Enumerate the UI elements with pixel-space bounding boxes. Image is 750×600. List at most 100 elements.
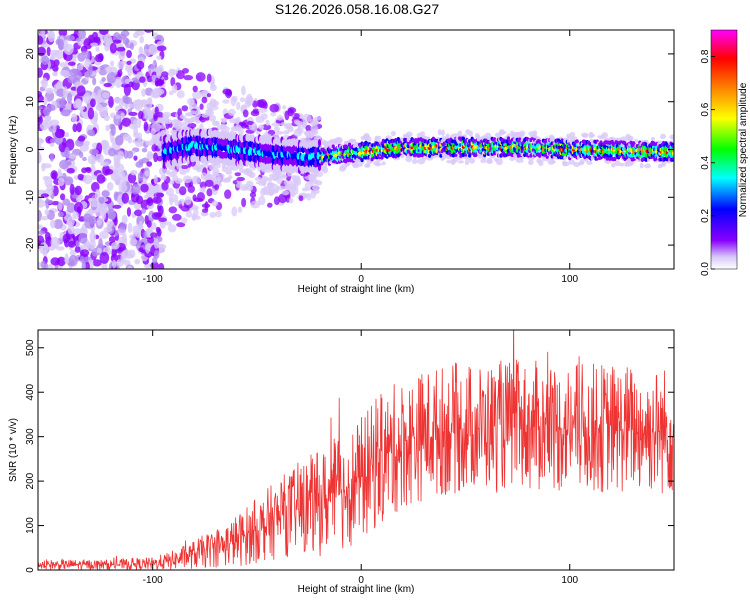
heatmap-cell [38,94,44,103]
heatmap-cell [134,258,141,265]
heatmap-cell [129,42,135,51]
heatmap-cell [92,259,102,267]
heatmap-cell [182,175,193,184]
heatmap-cell [474,132,480,139]
heatmap-cell [94,95,100,101]
x-tick-label: 100 [561,274,578,285]
heatmap-cell [72,211,79,220]
heatmap-cell [457,130,463,138]
heatmap-cell [609,136,615,142]
heatmap-cell [157,78,163,84]
heatmap-cell [604,152,608,157]
heatmap-cell [166,169,171,176]
heatmap-cell [46,184,55,193]
heatmap-cell [192,90,202,100]
heatmap-cell [298,195,304,202]
heatmap-cell [62,86,68,98]
heatmap-cell [267,202,273,208]
heatmap-cell [156,55,162,61]
heatmap-cell [115,114,121,120]
heatmap-cell [311,185,320,191]
heatmap-cell [137,132,143,141]
heatmap-cell [160,129,170,135]
heatmap-cell [550,160,556,164]
heatmap-cell [112,204,122,209]
heatmap-cell [283,130,290,135]
heatmap-cell [171,213,182,221]
heatmap-cell [657,164,663,169]
heatmap-cell [83,38,93,50]
heatmap-cell [146,161,153,167]
heatmap-cell [281,174,288,179]
heatmap-cell [206,73,212,83]
heatmap-cell [57,168,62,178]
x-tick-label: 0 [358,575,364,586]
heatmap-cell [51,201,60,206]
heatmap-cell [94,54,104,63]
heatmap-cell [237,206,243,213]
heatmap-cell [339,164,348,170]
heatmap-cell [152,196,162,204]
snr-series-line [38,330,674,570]
heatmap-cell [118,97,124,110]
heatmap-cell [83,92,91,104]
heatmap-cell [370,157,374,162]
heatmap-cell [480,158,487,164]
heatmap-cell [669,134,674,140]
heatmap-cell [468,130,474,137]
heatmap-cell [236,176,246,182]
heatmap-cell [68,254,78,267]
heatmap-cell [249,191,257,198]
heatmap-cell [439,153,443,158]
heatmap-cell [493,157,499,162]
heatmap-cell [38,230,45,235]
heatmap-cell [193,175,201,185]
heatmap-cell [566,133,571,138]
heatmap-cell [267,181,273,187]
heatmap-cell [187,185,196,194]
heatmap-cell [127,172,137,184]
heatmap-cell [618,162,625,167]
heatmap-cell [267,190,274,197]
heatmap-cell [405,131,413,138]
heatmap-cell [270,112,277,117]
heatmap-cell [68,240,76,248]
heatmap-cell [127,265,133,269]
heatmap-cell [74,70,82,81]
heatmap-cell [59,159,70,170]
heatmap-cell [271,122,281,127]
heatmap-cell [100,161,110,167]
heatmap-cell [139,76,146,83]
heatmap-cell [181,105,189,112]
heatmap-cell [185,211,193,218]
heatmap-cell [74,246,81,253]
heatmap-cell [88,64,93,76]
heatmap-cell [66,167,75,174]
heatmap-cell [105,124,111,132]
heatmap-cell [145,140,154,146]
heatmap-cell [123,96,133,105]
heatmap-cell [71,113,78,123]
heatmap-cell [296,127,304,134]
heatmap-cell [199,163,210,169]
heatmap-cell [64,146,70,159]
heatmap-cell [135,229,141,238]
heatmap-cell [98,237,103,250]
heatmap-cell [110,124,116,136]
heatmap-cell [99,30,109,36]
heatmap-cell [141,208,147,214]
heatmap-cell [123,150,129,159]
heatmap-cell [245,169,253,177]
heatmap-cell [161,71,169,78]
heatmap-cell [660,133,666,140]
heatmap-cell [170,69,178,75]
heatmap-cell [69,249,77,256]
heatmap-cell [155,192,165,198]
heatmap-cell [201,208,209,213]
heatmap-cell [127,222,133,234]
heatmap-cell [257,99,267,109]
heatmap-cell [121,249,131,258]
heatmap-cell [75,37,82,42]
heatmap-cell [95,46,100,52]
heatmap-cell [437,129,442,136]
